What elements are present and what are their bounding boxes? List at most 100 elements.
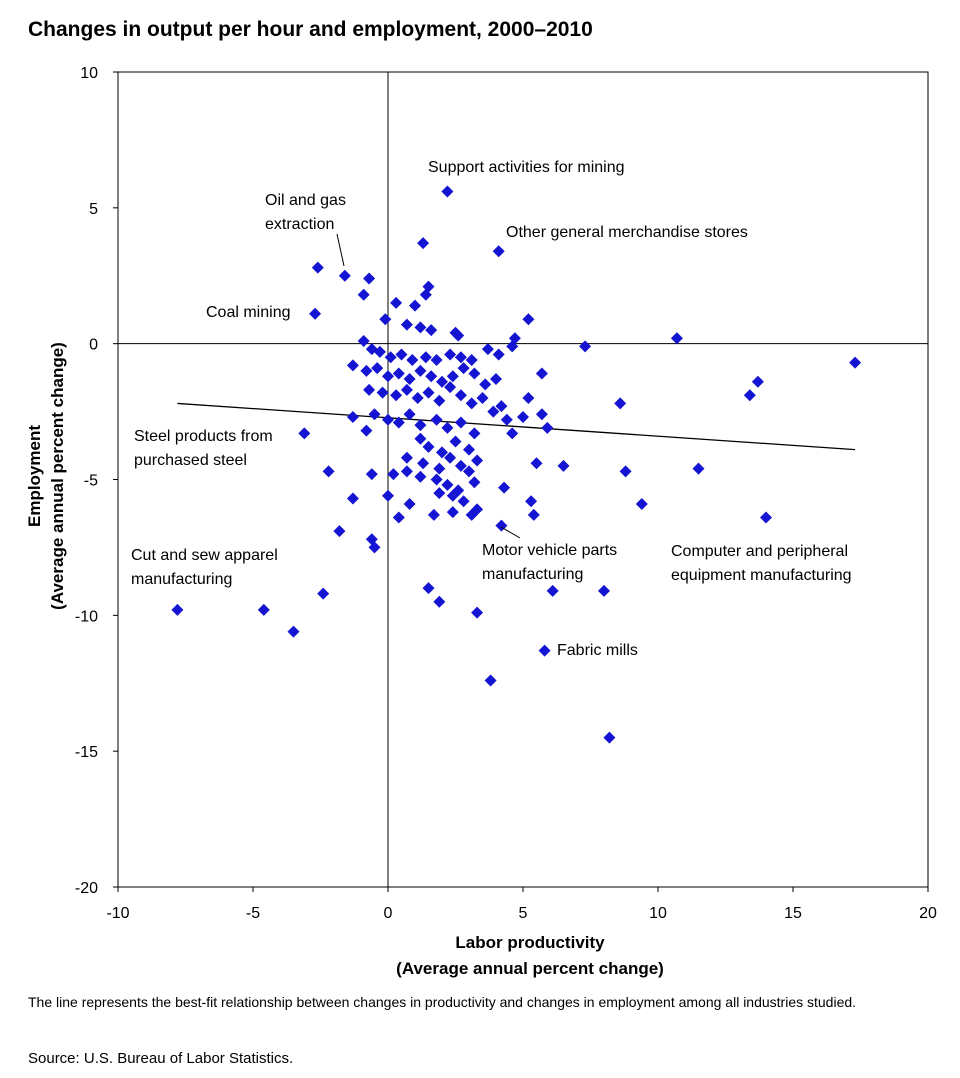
data-point <box>598 584 610 597</box>
leader-line-motor <box>500 526 521 539</box>
data-point <box>508 332 521 345</box>
data-point <box>430 473 443 486</box>
data-point <box>743 389 756 402</box>
data-point <box>425 324 438 337</box>
data-point <box>481 343 494 356</box>
data-point <box>441 421 454 434</box>
y-tick-label: 5 <box>89 201 98 218</box>
data-point <box>446 489 459 502</box>
annotation-line: Motor vehicle parts <box>482 542 617 559</box>
y-tick-label: -5 <box>84 473 98 490</box>
best-fit-line <box>177 402 856 451</box>
annotation-line: extraction <box>265 216 334 233</box>
data-point <box>376 386 389 399</box>
data-point <box>414 419 427 432</box>
data-point <box>446 370 459 383</box>
data-point <box>465 353 478 366</box>
data-point <box>390 296 403 309</box>
data-point <box>422 440 435 453</box>
data-point <box>414 470 427 483</box>
data-point <box>471 503 484 516</box>
data-point <box>406 353 419 366</box>
data-point <box>400 465 413 478</box>
annotation-line: manufacturing <box>482 566 583 583</box>
data-point <box>430 353 443 366</box>
data-point <box>382 413 394 426</box>
data-point <box>379 313 392 326</box>
data-point <box>468 476 481 489</box>
data-point <box>409 299 421 312</box>
annotation-oil-gas: Oil and gas extraction <box>265 192 346 233</box>
data-point <box>414 432 427 445</box>
data-point <box>360 424 373 437</box>
data-points-layer <box>171 185 862 744</box>
data-point <box>403 408 416 421</box>
data-point <box>390 389 403 402</box>
data-point <box>338 269 351 282</box>
data-point <box>614 397 627 410</box>
data-point <box>422 386 435 399</box>
data-point <box>446 506 459 519</box>
x-axis-title: Labor productivity <box>455 933 605 952</box>
annotation-line: equipment manufacturing <box>671 567 852 584</box>
annotation-line: Computer and peripheral <box>671 543 848 560</box>
data-point <box>490 372 502 385</box>
data-point <box>363 272 376 285</box>
y-tick-label: -20 <box>75 880 98 897</box>
data-point <box>492 245 505 258</box>
y-tick-label: 10 <box>80 65 98 82</box>
data-point <box>525 495 538 508</box>
data-point <box>365 468 378 481</box>
data-point <box>495 400 508 413</box>
data-point <box>484 674 497 687</box>
annotation-line: Fabric mills <box>557 642 638 659</box>
annotation-computer: Computer and peripheral equipment manufac… <box>671 543 852 584</box>
data-point <box>444 381 457 394</box>
data-point <box>476 392 489 404</box>
data-point <box>500 413 513 426</box>
annotation-fabric: Fabric mills <box>557 642 638 659</box>
data-point <box>171 603 184 616</box>
data-point <box>403 497 416 510</box>
data-point <box>541 421 554 434</box>
scatter-chart: -10 -5 0 5 10 15 20 10 5 0 -5 -10 -15 -20 Support act… <box>25 65 937 978</box>
x-tick-label: 20 <box>919 905 937 922</box>
x-tick-label: -5 <box>246 905 260 922</box>
data-point <box>454 389 467 402</box>
data-point <box>468 367 481 380</box>
y-tick-label: 0 <box>89 337 98 354</box>
data-point <box>346 411 359 424</box>
tick-labels-layer: -10 -5 0 5 10 15 20 10 5 0 -5 -10 -15 -20 <box>75 65 937 922</box>
x-tick-label: 5 <box>519 905 528 922</box>
data-point <box>333 525 346 538</box>
data-point <box>400 383 413 396</box>
data-point <box>433 595 446 608</box>
data-point <box>527 508 540 521</box>
data-point <box>457 495 470 508</box>
data-point <box>395 348 408 361</box>
data-point <box>433 394 446 407</box>
annotation-support-mining: Support activities for mining <box>428 159 625 176</box>
data-point <box>417 457 430 470</box>
data-point <box>368 408 381 421</box>
data-point <box>436 446 448 459</box>
annotation-other-merch: Other general merchandise stores <box>506 224 748 241</box>
data-point <box>419 288 432 301</box>
data-point <box>427 508 440 521</box>
data-point <box>479 378 492 391</box>
data-point <box>417 237 430 250</box>
data-point <box>535 408 548 421</box>
data-point <box>522 313 535 326</box>
chart-title: Changes in output per hour and employmen… <box>28 18 593 41</box>
data-point <box>422 582 435 595</box>
data-point <box>760 511 772 524</box>
data-point <box>309 307 322 320</box>
data-point <box>454 459 467 472</box>
data-point <box>506 340 519 353</box>
trend-line-layer <box>177 402 856 451</box>
data-point <box>535 367 548 380</box>
data-point <box>287 625 300 638</box>
annotation-line: purchased steel <box>134 452 247 469</box>
x-tick-label: -10 <box>106 905 129 922</box>
data-point <box>257 603 270 616</box>
